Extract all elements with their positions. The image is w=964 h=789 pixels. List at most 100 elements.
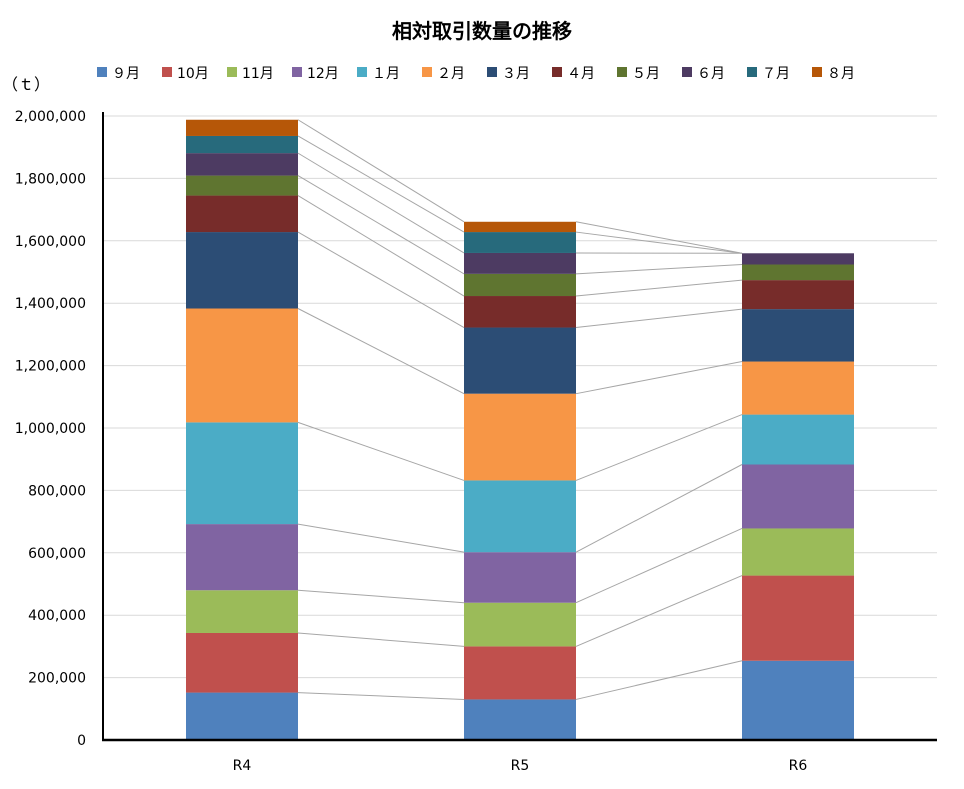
- bar-segment: [464, 252, 576, 274]
- legend-swatch: [747, 67, 757, 77]
- bar-segment: [464, 552, 576, 603]
- legend-swatch: [227, 67, 237, 77]
- bar-segment: [186, 590, 298, 633]
- series-connector-line: [297, 523, 465, 553]
- legend-label: ６月: [697, 66, 725, 82]
- series-connector-line: [575, 221, 743, 254]
- y-tick-label: 1,800,000: [15, 171, 86, 187]
- legend-label: ５月: [632, 66, 660, 82]
- bar-segment: [186, 119, 298, 136]
- series-connector-line: [575, 414, 743, 481]
- y-tick-label: 2,000,000: [15, 109, 86, 125]
- bar-segment: [464, 393, 576, 481]
- series-connector-line: [575, 361, 743, 395]
- bar-segment: [186, 524, 298, 591]
- series-connector-line: [297, 119, 465, 223]
- series-connector-line: [575, 231, 743, 254]
- series-connector-line: [575, 464, 743, 553]
- series-connector-line: [297, 421, 465, 481]
- legend-label: 12月: [307, 66, 339, 82]
- axes: 0 200,000 400,000 600,000 800,000 1,000,000 1,…: [15, 109, 937, 774]
- bar-segment: [186, 135, 298, 154]
- series-connector-line: [297, 175, 465, 275]
- bar-segment: [186, 632, 298, 693]
- bar-segment: [186, 308, 298, 423]
- series-connector-line: [297, 135, 465, 233]
- series-connector-line: [297, 308, 465, 395]
- legend-swatch: [487, 67, 497, 77]
- connector-lines: [297, 119, 743, 700]
- bar-segment: [464, 327, 576, 394]
- series-connector-line: [297, 692, 465, 700]
- y-tick-label: 800,000: [28, 483, 86, 499]
- legend-swatch: [292, 67, 302, 77]
- y-tick-label: 0: [77, 733, 86, 749]
- y-tick-label: 200,000: [28, 671, 86, 687]
- legend-label: １月: [372, 66, 400, 82]
- y-tick-label: 1,600,000: [15, 234, 86, 250]
- x-tick-label: R4: [233, 758, 252, 774]
- bar-segment: [186, 153, 298, 176]
- legend-label: 11月: [242, 66, 274, 82]
- legend-swatch: [682, 67, 692, 77]
- bar-segment: [186, 195, 298, 233]
- bar-segment: [742, 528, 854, 576]
- bar-segment: [464, 602, 576, 647]
- y-tick-label: 1,000,000: [15, 421, 86, 437]
- y-tick-label: 600,000: [28, 546, 86, 562]
- series-connector-line: [297, 632, 465, 647]
- bar-segment: [464, 699, 576, 740]
- y-tick-label: 1,200,000: [15, 359, 86, 375]
- bar-segment: [742, 253, 854, 265]
- bar-segment: [464, 646, 576, 700]
- chart-title: 相対取引数量の推移: [392, 19, 572, 43]
- bar-segment: [742, 361, 854, 415]
- bar-segment: [186, 692, 298, 740]
- series-connector-line: [575, 528, 743, 604]
- legend-swatch: [357, 67, 367, 77]
- bar-segment: [742, 575, 854, 661]
- series-connector-line: [297, 231, 465, 328]
- y-tick-label: 1,400,000: [15, 296, 86, 312]
- legend-label: ３月: [502, 66, 530, 82]
- legend-swatch: [97, 67, 107, 77]
- x-tick-label: R6: [789, 758, 808, 774]
- bar-segment: [186, 422, 298, 525]
- y-tick-label: 400,000: [28, 608, 86, 624]
- legend-label: ９月: [112, 66, 140, 82]
- bar-segment: [742, 414, 854, 465]
- series-connector-line: [575, 308, 743, 329]
- series-connector-line: [297, 589, 465, 604]
- series-connector-line: [575, 575, 743, 647]
- series-connector-line: [297, 195, 465, 297]
- bar-segment: [464, 232, 576, 253]
- series-connector-line: [297, 152, 465, 254]
- legend-swatch: [617, 67, 627, 77]
- bar-segment: [742, 264, 854, 281]
- bar-segment: [186, 175, 298, 196]
- y-axis-unit-label: （ｔ）: [2, 75, 50, 94]
- bar-segment: [742, 464, 854, 529]
- legend-swatch: [422, 67, 432, 77]
- legend-label: 10月: [177, 66, 209, 82]
- bar-segment: [742, 280, 854, 310]
- legend-label: ２月: [437, 66, 465, 82]
- bar-segment: [186, 232, 298, 309]
- legend-swatch: [812, 67, 822, 77]
- legend-swatch: [552, 67, 562, 77]
- x-tick-label: R5: [511, 758, 530, 774]
- legend-label: ８月: [827, 66, 855, 82]
- bar-segment: [464, 480, 576, 553]
- bar-segment: [464, 273, 576, 297]
- bar-segment: [742, 660, 854, 740]
- legend-label: ７月: [762, 66, 790, 82]
- series-connector-line: [575, 279, 743, 297]
- legend: ９月 10月 11月 12月 １月 ２月 ３月 ４月 ５月 ６月 ７月 ８月: [97, 66, 855, 82]
- bar-segment: [464, 221, 576, 233]
- bar-segment: [464, 296, 576, 328]
- legend-label: ４月: [567, 66, 595, 82]
- legend-swatch: [162, 67, 172, 77]
- series-connector-line: [575, 264, 743, 275]
